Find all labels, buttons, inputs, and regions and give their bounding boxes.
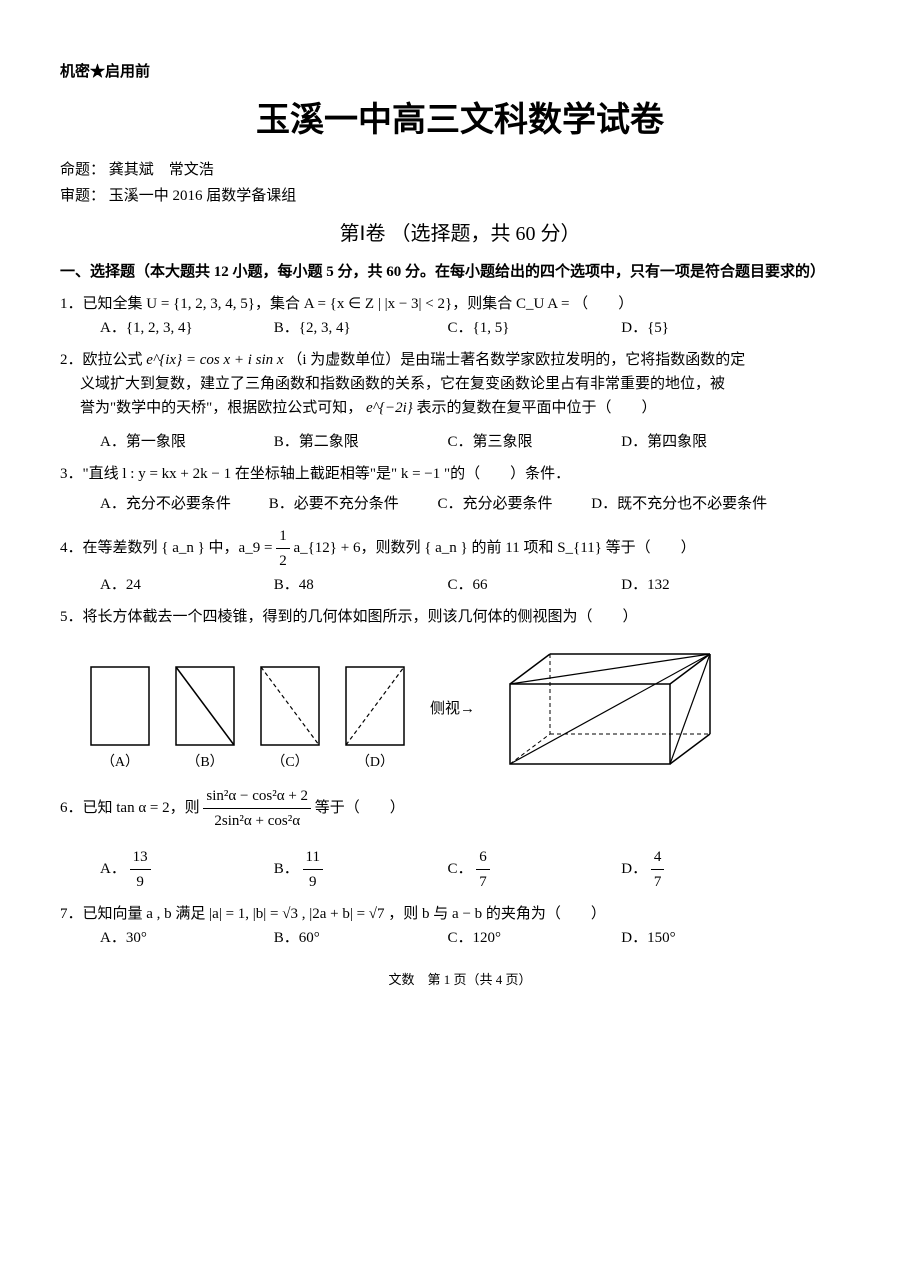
question-5: 5．将长方体截去一个四棱锥，得到的几何体如图所示，则该几何体的侧视图为（ ） （…	[60, 605, 860, 774]
q6-b-num: 11	[303, 845, 323, 870]
q5-side-view-label: 侧视→	[430, 697, 475, 721]
q3-text: 3．"直线 l : y = kx + 2k − 1 在坐标轴上截距相等"是" k…	[60, 462, 860, 486]
q5-solid-svg	[500, 644, 720, 774]
question-3: 3．"直线 l : y = kx + 2k − 1 在坐标轴上截距相等"是" k…	[60, 462, 860, 516]
q5-side-view-text: 侧视	[430, 701, 460, 717]
q4-option-c: C．66	[448, 573, 618, 597]
q5-fig-a: （A）	[90, 666, 150, 774]
q2-line3: 誉为"数学中的天桥"，根据欧拉公式可知， e^{−2i} 表示的复数在复平面中位…	[80, 396, 860, 420]
q6-a-label: A．	[100, 861, 126, 877]
question-4: 4．在等差数列 { a_n } 中，a_9 = 1 2 a_{12} + 6，则…	[60, 524, 860, 597]
q6-d-den: 7	[651, 870, 665, 894]
arrow-right-icon: →	[460, 701, 475, 717]
q2-formula2: e^{−2i}	[366, 400, 413, 416]
author-names: 龚其斌 常文浩	[109, 162, 214, 178]
q4-text-a: 4．在等差数列 { a_n } 中，a_9 =	[60, 540, 276, 556]
q6-frac-num: sin²α − cos²α + 2	[203, 784, 311, 809]
q7-option-d: D．150°	[621, 926, 791, 950]
reviewer-name: 玉溪一中 2016 届数学备课组	[109, 188, 297, 204]
question-7: 7．已知向量 a , b 满足 |a| = 1, |b| = √3 , |2a …	[60, 902, 860, 950]
q4-text-b: a_{12} + 6，则数列 { a_n } 的前 11 项和 S_{11} 等…	[293, 540, 695, 556]
q5-text: 5．将长方体截去一个四棱锥，得到的几何体如图所示，则该几何体的侧视图为（ ）	[60, 605, 860, 629]
q6-frac-den: 2sin²α + cos²α	[203, 809, 311, 833]
q4-frac-num: 1	[276, 524, 290, 549]
q6-option-d: D． 47	[621, 845, 791, 894]
q6-text-a: 6．已知 tan α = 2，则	[60, 800, 203, 816]
page-footer: 文数 第 1 页（共 4 页）	[60, 970, 860, 991]
section-instructions: 一、选择题（本大题共 12 小题，每小题 5 分，共 60 分。在每小题给出的四…	[60, 260, 860, 284]
q1-option-a: A．{1, 2, 3, 4}	[100, 316, 270, 340]
q1-option-b: B．{2, 3, 4}	[274, 316, 444, 340]
q6-a-den: 9	[130, 870, 151, 894]
q2-formula1: e^{ix} = cos x + i sin x	[146, 352, 283, 368]
section-header: 第Ⅰ卷 （选择题，共 60 分）	[60, 218, 860, 250]
q7-option-a: A．30°	[100, 926, 270, 950]
q5-fig-d-svg	[345, 666, 405, 746]
q3-option-a: A．充分不必要条件	[100, 492, 265, 516]
q5-label-d: （D）	[345, 752, 405, 774]
q6-d-num: 4	[651, 845, 665, 870]
question-2: 2．欧拉公式 e^{ix} = cos x + i sin x （i 为虚数单位…	[60, 348, 860, 454]
reviewer-label: 审题：	[60, 188, 105, 204]
q6-c-num: 6	[476, 845, 490, 870]
q5-solid	[500, 644, 720, 774]
confidential-marker: 机密★启用前	[60, 60, 860, 84]
q6-c-den: 7	[476, 870, 490, 894]
reviewer-line: 审题： 玉溪一中 2016 届数学备课组	[60, 184, 860, 208]
question-6: 6．已知 tan α = 2，则 sin²α − cos²α + 2 2sin²…	[60, 784, 860, 894]
q5-fig-c-svg	[260, 666, 320, 746]
q2-line3a: 誉为"数学中的天桥"，根据欧拉公式可知，	[80, 400, 362, 416]
q3-option-d: D．既不充分也不必要条件	[591, 492, 767, 516]
q5-fig-c: （C）	[260, 666, 320, 774]
q3-option-b: B．必要不充分条件	[269, 492, 434, 516]
q5-fig-b: （B）	[175, 666, 235, 774]
q6-option-a: A． 139	[100, 845, 270, 894]
q5-label-c: （C）	[260, 752, 320, 774]
q5-label-b: （B）	[175, 752, 235, 774]
q7-text: 7．已知向量 a , b 满足 |a| = 1, |b| = √3 , |2a …	[60, 902, 860, 926]
q5-label-a: （A）	[90, 752, 150, 774]
q5-fig-d: （D）	[345, 666, 405, 774]
q7-option-c: C．120°	[448, 926, 618, 950]
author-label: 命题：	[60, 162, 105, 178]
q4-text: 4．在等差数列 { a_n } 中，a_9 = 1 2 a_{12} + 6，则…	[60, 524, 860, 573]
q6-b-label: B．	[274, 861, 299, 877]
q5-figures: （A） （B） （C） （D） 侧视→	[90, 644, 860, 774]
q5-fig-a-svg	[90, 666, 150, 746]
q2-option-b: B．第二象限	[274, 430, 444, 454]
q6-option-b: B． 119	[274, 845, 444, 894]
q2-line1b: （i 为虚数单位）是由瑞士著名数学家欧拉发明的，它将指数函数的定	[287, 352, 745, 368]
q6-c-label: C．	[448, 861, 473, 877]
q4-frac: 1 2	[276, 524, 290, 573]
q1-text: 1．已知全集 U = {1, 2, 3, 4, 5}，集合 A = {x ∈ Z…	[60, 292, 860, 316]
q2-line1: 2．欧拉公式 e^{ix} = cos x + i sin x （i 为虚数单位…	[60, 348, 860, 372]
q1-option-d: D．{5}	[621, 316, 791, 340]
exam-title: 玉溪一中高三文科数学试卷	[60, 94, 860, 148]
q3-option-c: C．充分必要条件	[438, 492, 588, 516]
q4-option-d: D．132	[621, 573, 791, 597]
q7-option-b: B．60°	[274, 926, 444, 950]
author-line: 命题： 龚其斌 常文浩	[60, 158, 860, 182]
q6-b-den: 9	[303, 870, 323, 894]
q4-option-a: A．24	[100, 573, 270, 597]
q6-option-c: C． 67	[448, 845, 618, 894]
q6-main-frac: sin²α − cos²α + 2 2sin²α + cos²α	[203, 784, 311, 833]
q2-line1a: 2．欧拉公式	[60, 352, 146, 368]
q4-option-b: B．48	[274, 573, 444, 597]
q2-option-c: C．第三象限	[448, 430, 618, 454]
q2-line2: 义域扩大到复数，建立了三角函数和指数函数的关系，它在复变函数论里占有非常重要的地…	[80, 372, 860, 396]
q6-d-label: D．	[621, 861, 647, 877]
q2-option-a: A．第一象限	[100, 430, 270, 454]
q2-line3b: 表示的复数在复平面中位于（ ）	[417, 400, 657, 416]
q1-option-c: C．{1, 5}	[448, 316, 618, 340]
q4-frac-den: 2	[276, 549, 290, 573]
q6-text: 6．已知 tan α = 2，则 sin²α − cos²α + 2 2sin²…	[60, 784, 860, 833]
q5-fig-b-svg	[175, 666, 235, 746]
q6-a-num: 13	[130, 845, 151, 870]
question-1: 1．已知全集 U = {1, 2, 3, 4, 5}，集合 A = {x ∈ Z…	[60, 292, 860, 340]
q2-option-d: D．第四象限	[621, 430, 791, 454]
q6-text-b: 等于（ ）	[315, 800, 405, 816]
